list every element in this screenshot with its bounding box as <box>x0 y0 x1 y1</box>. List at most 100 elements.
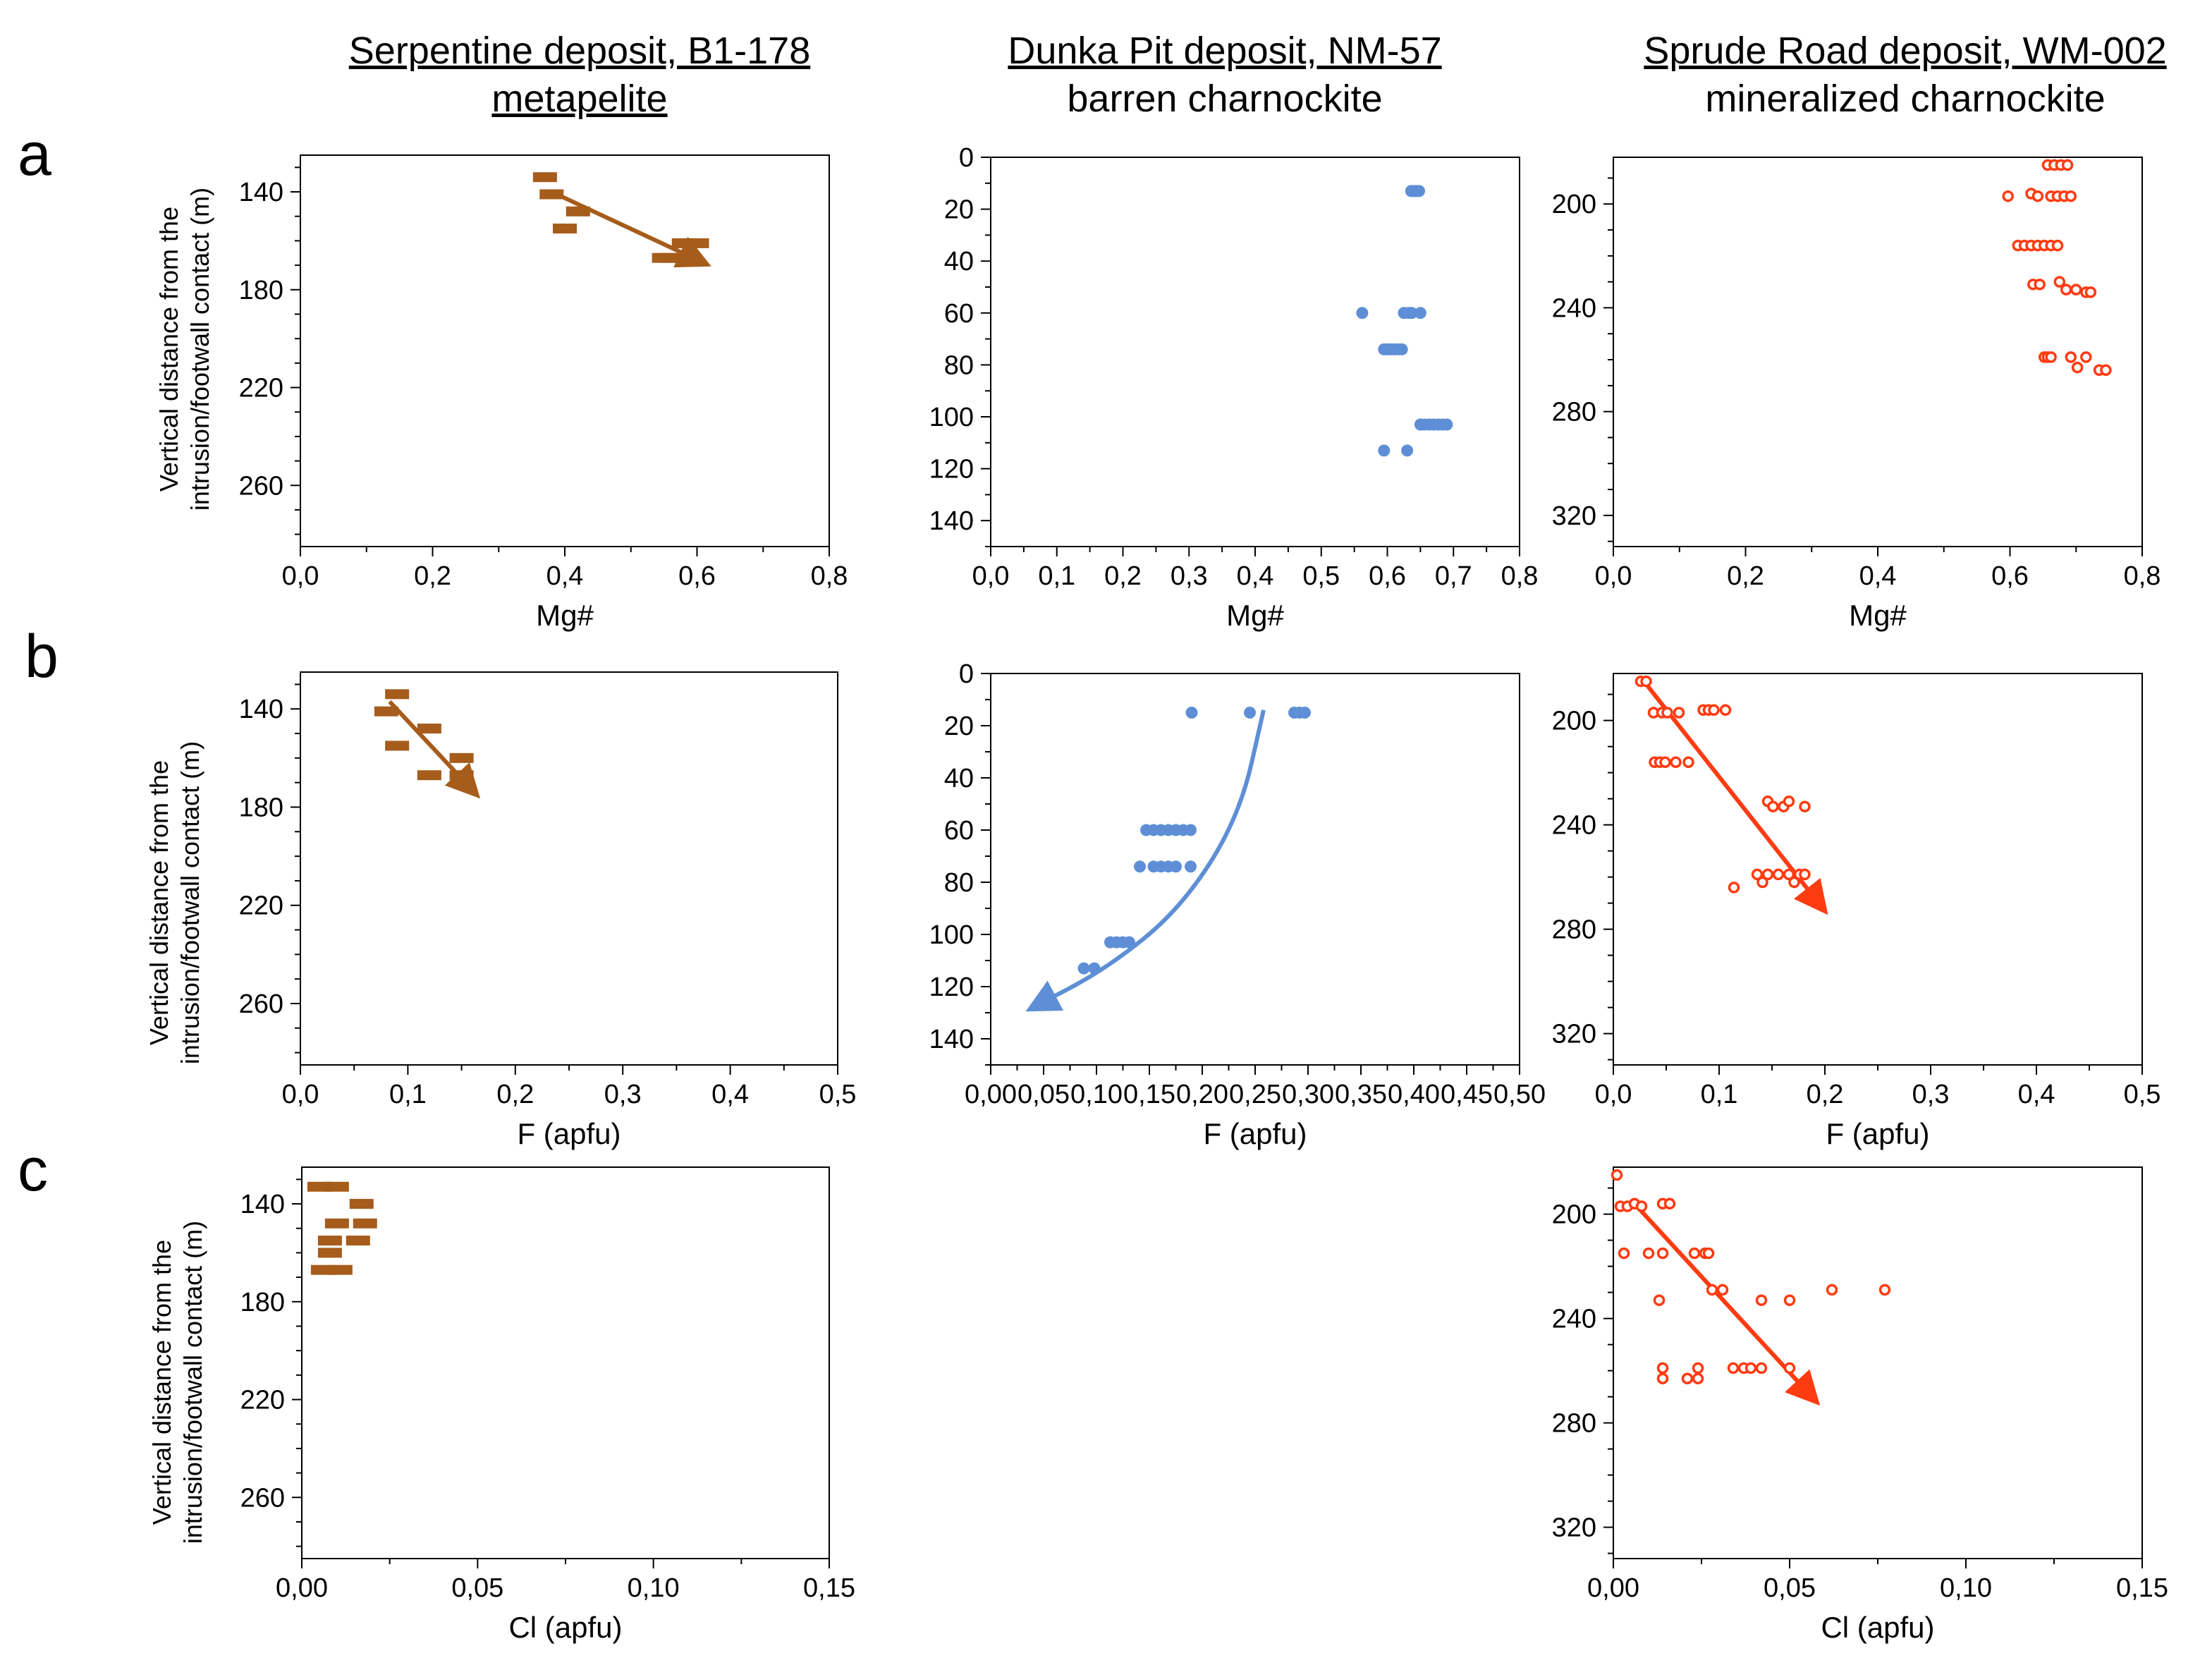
x-tick-label: 0,0 <box>282 1080 319 1109</box>
data-point <box>2031 190 2044 202</box>
chart-a2: 0,0 0,1 0,2 0,3 0,4 0,5 0,6 0,7 0,8 Mg# 0 20 40 60 80 1… <box>929 143 1539 632</box>
x-tick-label: 0,5 <box>2124 1080 2161 1109</box>
chart-c3: 0,00 0,05 0,10 0,15 Cl (apfu) 200 240 280 320 <box>1552 1166 2168 1644</box>
y-tick-label: 280 <box>1552 398 1596 427</box>
x-tick-label: 0,8 <box>811 561 848 591</box>
x-tick-label: 0,0 <box>1595 561 1632 591</box>
y-axis-label-c-line1: Vertical distance from the <box>147 1240 176 1525</box>
x-tick-label: 0,45 <box>1441 1080 1493 1109</box>
data-point <box>1727 1362 1740 1375</box>
data-point <box>1692 1362 1704 1375</box>
data-point <box>1663 1197 1676 1210</box>
y-axis-label-b-line1: Vertical distance from the <box>145 760 173 1045</box>
y-tick-label: 200 <box>1552 707 1596 736</box>
chart-b1: 0,0 0,1 0,2 0,3 0,4 0,5 F (apfu) 140 180 220 260 <box>239 671 856 1150</box>
column-title-serpentine: Serpentine deposit, B1-178 metapelite <box>262 27 897 123</box>
x-tick-label: 0,0 <box>282 561 319 591</box>
data-point <box>346 1236 370 1246</box>
y-tick-label: 320 <box>1552 1020 1596 1049</box>
y-tick-label: 200 <box>1552 190 1596 219</box>
x-tick-label: 0,2 <box>496 1080 534 1109</box>
y-tick-label: 220 <box>239 374 283 403</box>
data-point <box>1716 1284 1729 1296</box>
y-tick-label: 180 <box>239 793 283 822</box>
y-tick-label: 140 <box>239 178 283 207</box>
x-tick-label: 0,05 <box>1764 1573 1816 1603</box>
x-tick-label: 0,6 <box>1991 561 2029 591</box>
data-point <box>2071 361 2084 374</box>
y-tick-label: 240 <box>1552 1305 1596 1334</box>
trend-arrow <box>550 190 711 268</box>
data-point <box>553 224 577 234</box>
data-point <box>1755 1294 1768 1306</box>
plot-frame <box>1613 1166 2143 1559</box>
y-axis-label-b-line2: intrusion/footwall contact (m) <box>176 741 204 1064</box>
data-point <box>1661 707 1673 719</box>
data-point <box>1401 444 1414 457</box>
y-tick-label: 200 <box>1552 1200 1596 1230</box>
y-tick-label: 260 <box>239 989 283 1019</box>
y-tick-label: 100 <box>929 403 974 432</box>
x-tick-label: 0,30 <box>1282 1080 1334 1109</box>
x-tick-label: 0,6 <box>1369 561 1406 591</box>
data-point <box>1414 307 1426 319</box>
data-point <box>328 1264 353 1275</box>
y-tick-label: 320 <box>1552 1513 1596 1543</box>
x-tick-label: 0,5 <box>1302 561 1340 591</box>
x-tick-label: 0,3 <box>604 1080 642 1109</box>
x-tick-label: 0,2 <box>1807 1080 1844 1109</box>
y-tick-label: 140 <box>929 506 974 536</box>
data-point <box>539 189 564 200</box>
y-tick-label: 240 <box>1552 811 1596 841</box>
data-point <box>1799 868 1811 881</box>
data-point <box>449 752 474 763</box>
data-point <box>317 1236 342 1246</box>
data-point <box>1077 962 1090 975</box>
column-title-text: Serpentine deposit, B1-178 <box>348 30 811 72</box>
data-point <box>2065 351 2077 363</box>
x-tick-label: 0,4 <box>1237 561 1274 591</box>
data-point <box>2061 159 2074 171</box>
data-point <box>1635 1200 1648 1212</box>
x-tick-label: 0,6 <box>678 561 716 591</box>
data-point <box>417 724 441 734</box>
data-point <box>2065 190 2077 202</box>
data-point <box>1134 860 1146 873</box>
x-tick-label: 0,1 <box>1038 561 1075 591</box>
y-axis-label-a-line2: intrusion/footwall contact (m) <box>185 188 214 511</box>
column-subtitle-text: barren charnockite <box>1067 78 1383 120</box>
y-axis-label-a-line1: Vertical distance from the <box>154 207 183 492</box>
y-tick-label: 0 <box>959 143 974 173</box>
y-tick-label: 320 <box>1552 501 1596 531</box>
x-tick-label: 0,3 <box>1171 561 1208 591</box>
data-point <box>1783 1362 1796 1375</box>
x-tick-label: 0,25 <box>1229 1080 1281 1109</box>
y-tick-label: 260 <box>240 1483 285 1513</box>
data-point <box>2084 286 2097 298</box>
y-tick-label: 180 <box>239 276 283 305</box>
data-point <box>1744 1362 1757 1375</box>
x-tick-label: 0,15 <box>803 1573 855 1603</box>
data-point <box>532 172 557 183</box>
x-axis-label: Mg# <box>1226 599 1284 632</box>
data-point <box>1299 707 1311 719</box>
column-title-text: Dunka Pit deposit, NM-57 <box>1008 30 1442 72</box>
x-tick-label: 0,4 <box>2018 1080 2055 1109</box>
data-point <box>1783 868 1795 881</box>
y-axis-label-c-line2: intrusion/footwall contact (m) <box>178 1221 207 1544</box>
data-point <box>417 770 441 781</box>
x-tick-label: 0,1 <box>389 1080 427 1109</box>
data-point <box>1088 962 1101 975</box>
data-point <box>2053 276 2066 288</box>
data-point <box>2080 351 2092 363</box>
data-point <box>1783 796 1795 807</box>
data-point <box>1756 876 1768 889</box>
data-point <box>1673 707 1685 719</box>
data-point <box>1719 704 1732 717</box>
data-point <box>1826 1284 1838 1296</box>
data-point <box>1702 1247 1715 1260</box>
x-tick-label: 0,2 <box>414 561 451 591</box>
y-tick-label: 220 <box>239 891 283 921</box>
x-axis-label: Cl (apfu) <box>1821 1611 1934 1644</box>
